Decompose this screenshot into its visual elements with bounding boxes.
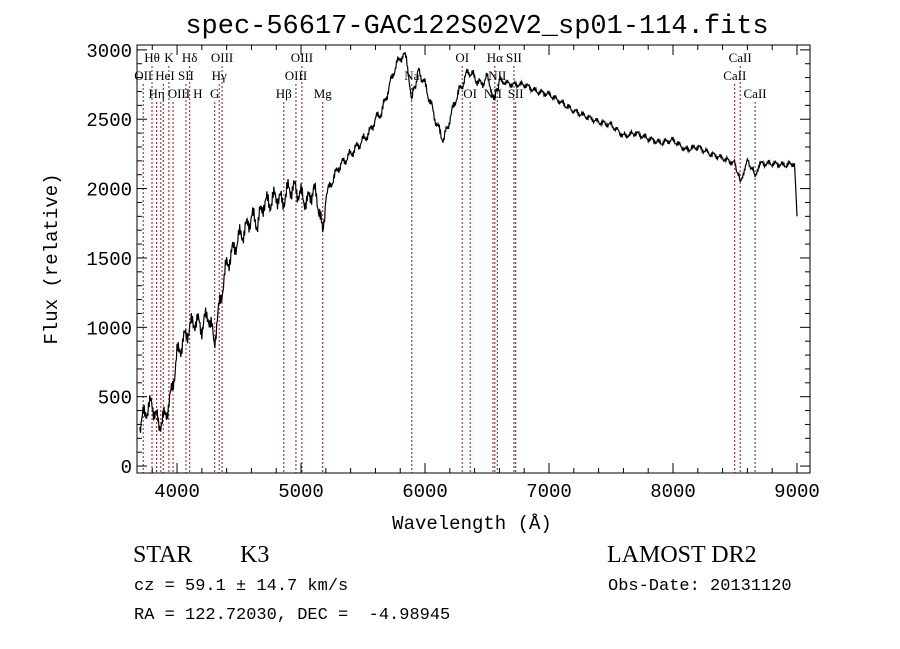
y-tick-label: 2500 bbox=[86, 110, 132, 132]
line-marker-label: K bbox=[164, 50, 174, 65]
line-marker-label: OIII bbox=[168, 86, 190, 101]
line-marker-label: OIII bbox=[291, 50, 313, 65]
x-tick-label: 5000 bbox=[278, 481, 324, 503]
line-marker-label: G bbox=[210, 86, 219, 101]
y-tick-label: 1500 bbox=[86, 249, 132, 271]
object-subclass: K3 bbox=[240, 542, 269, 568]
line-marker-label: Hδ bbox=[182, 50, 198, 65]
x-tick-label: 8000 bbox=[650, 481, 696, 503]
y-tick-label: 2000 bbox=[86, 180, 132, 202]
x-axis-label: Wavelength (Å) bbox=[392, 513, 552, 535]
x-tick-label: 4000 bbox=[154, 481, 200, 503]
y-axis-label: Flux (relative) bbox=[41, 173, 63, 344]
line-marker-label: Hθ bbox=[144, 50, 160, 65]
redshift-cz: cz = 59.1 ± 14.7 km/s bbox=[134, 577, 348, 596]
line-marker-label: SII bbox=[506, 50, 522, 65]
y-tick-label: 3000 bbox=[86, 41, 132, 63]
line-marker-label: OIII bbox=[211, 50, 233, 65]
line-marker-label: HeI bbox=[155, 68, 175, 83]
plot-frame bbox=[136, 44, 811, 474]
y-tick-label: 0 bbox=[121, 457, 132, 479]
line-marker-label: SII bbox=[508, 86, 524, 101]
obs-date: Obs-Date: 20131120 bbox=[608, 577, 792, 596]
x-tick-label: 9000 bbox=[774, 481, 820, 503]
line-marker-label: NII bbox=[488, 68, 506, 83]
line-marker-label: Hγ bbox=[212, 68, 227, 83]
survey-name: LAMOST DR2 bbox=[607, 542, 757, 568]
line-marker-label: OI bbox=[455, 50, 469, 65]
x-tick-label: 6000 bbox=[402, 481, 448, 503]
x-tick-label: 7000 bbox=[526, 481, 572, 503]
line-marker-label: CaII bbox=[729, 50, 752, 65]
ra-dec: RA = 122.72030, DEC = -4.98945 bbox=[134, 606, 450, 625]
y-tick-label: 500 bbox=[98, 388, 132, 410]
chart-title: spec-56617-GAC122S02V2_sp01-114.fits bbox=[185, 12, 768, 42]
line-marker-label: H bbox=[193, 86, 202, 101]
line-marker-label: OI bbox=[463, 86, 477, 101]
line-marker-label: CaII bbox=[744, 86, 767, 101]
spectrum-line bbox=[139, 52, 798, 433]
line-marker-label: Hα bbox=[487, 50, 503, 65]
y-tick-label: 1000 bbox=[86, 318, 132, 340]
line-marker-label: Mg bbox=[314, 86, 333, 101]
line-marker-label: CaII bbox=[723, 68, 746, 83]
line-marker-label: Hη bbox=[149, 86, 165, 101]
axis-ticks: 4000 5000 6000 7000 8000 9000 0 500 1000 1500 2000… bbox=[86, 41, 819, 503]
line-marker-label: Hβ bbox=[276, 86, 292, 101]
line-marker-label: OII bbox=[134, 68, 152, 83]
object-class: STAR bbox=[133, 542, 192, 568]
line-marker-label: OIII bbox=[285, 68, 307, 83]
line-marker-label: SII bbox=[178, 68, 194, 83]
